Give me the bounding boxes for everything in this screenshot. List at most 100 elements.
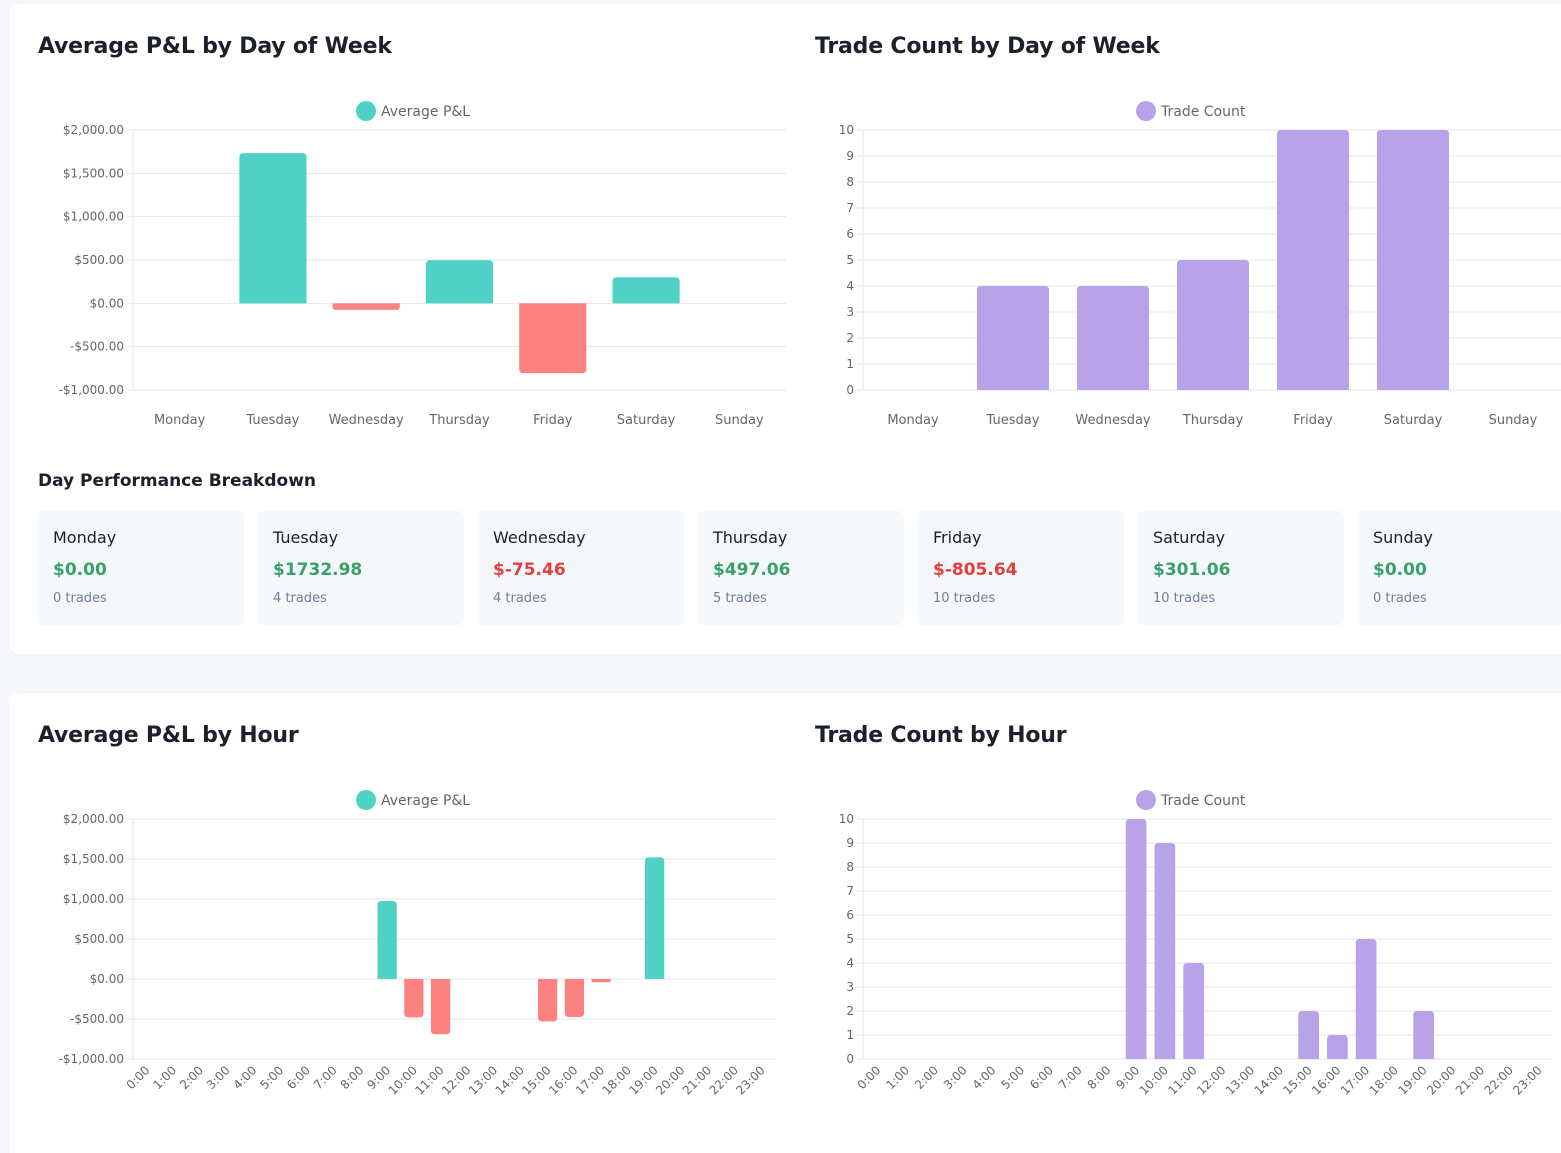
pnl-day-xtick-label: Monday [154,413,206,428]
pnl-day-xtick-label: Saturday [617,413,676,428]
pnl-day-bar-tuesday[interactable] [239,153,307,304]
pnl-day-ytick-label: -$1,000.00 [59,383,124,397]
day-card-pnl: $301.06 [1153,560,1231,580]
pnl-hour-bar-17-00[interactable] [591,979,611,983]
count-day-xtick-label: Friday [1293,413,1333,428]
count-hour-xtick-label: 16:00 [1309,1063,1343,1097]
count-hour-bar-9-00[interactable] [1125,819,1147,1059]
day-card-name: Friday [933,528,982,547]
count-hour-ytick-label: 10 [839,812,854,826]
day-card-monday: Monday $0.00 0 trades [38,511,244,625]
count-hour-xtick-label: 19:00 [1395,1063,1429,1097]
count-day-legend-swatch [1136,101,1156,121]
count-hour-xtick-label: 0:00 [855,1063,884,1092]
day-card-tuesday: Tuesday $1732.98 4 trades [258,511,464,625]
day-card-saturday: Saturday $301.06 10 trades [1138,511,1344,625]
pnl-day-ytick-label: $1,000.00 [63,210,124,224]
day-card-trades: 0 trades [53,591,107,606]
pnl-day-chart: Average P&L -$1,000.00 -$500.00 $0.00 $500.0… [59,101,786,428]
count-hour-bar-19-00[interactable] [1413,1011,1434,1059]
count-hour-ytick-label: 2 [846,1004,854,1018]
count-hour-xtick-label: 1:00 [883,1063,912,1092]
count-day-bar-thursday[interactable] [1177,260,1249,390]
count-day-xtick-label: Wednesday [1075,413,1151,428]
day-card-sunday: Sunday $0.00 0 trades [1358,511,1561,625]
hour-card: Average P&L by Hour Trade Count by Hour … [9,693,1561,1153]
pnl-hour-ytick-label: $1,000.00 [63,892,124,906]
count-hour-xtick-label: 20:00 [1424,1063,1458,1097]
count-day-ytick-label: 8 [846,175,854,189]
pnl-hour-bar-9-00[interactable] [377,901,397,979]
count-day-bar-saturday[interactable] [1377,130,1449,390]
count-day-chart: Trade Count 0 1 2 3 4 5 6 7 8 9 10 Monday Tuesday Wedn… [839,101,1561,428]
count-day-bar-friday[interactable] [1277,130,1349,390]
count-hour-xtick-label: 15:00 [1280,1063,1314,1097]
pnl-hour-bar-11-00[interactable] [430,979,451,1035]
pnl-day-bar-friday[interactable] [519,303,587,374]
count-day-bar-wednesday[interactable] [1077,286,1149,390]
count-hour-bar-10-00[interactable] [1154,843,1176,1059]
count-hour-xtick-label: 10:00 [1137,1063,1171,1097]
day-card-trades: 4 trades [273,591,327,606]
count-day-xtick-label: Thursday [1182,413,1244,428]
day-card-trades: 0 trades [1373,591,1427,606]
count-hour-bar-11-00[interactable] [1183,963,1204,1059]
count-day-legend[interactable]: Trade Count [1136,101,1246,121]
count-day-ytick-label: 3 [846,305,854,319]
pnl-hour-ytick-label: -$1,000.00 [59,1052,124,1066]
pnl-day-xtick-label: Tuesday [245,413,299,428]
pnl-day-legend-label: Average P&L [381,104,470,120]
pnl-hour-bar-19-00[interactable] [644,857,665,979]
count-day-ytick-label: 0 [846,383,854,397]
count-day-title: Trade Count by Day of Week [815,34,1160,59]
count-hour-legend-swatch [1136,790,1156,810]
count-hour-legend[interactable]: Trade Count [1136,790,1246,810]
count-hour-title: Trade Count by Hour [815,723,1067,748]
count-hour-ytick-label: 3 [846,980,854,994]
pnl-day-xtick-label: Thursday [428,413,490,428]
day-card-pnl: $1732.98 [273,560,363,580]
pnl-day-bar-saturday[interactable] [612,277,680,304]
day-card-trades: 10 trades [1153,591,1216,606]
pnl-hour-legend-swatch [356,790,376,810]
count-day-ytick-label: 7 [846,201,854,215]
count-hour-ytick-label: 5 [846,932,854,946]
day-card-thursday: Thursday $497.06 5 trades [698,511,904,625]
count-day-legend-label: Trade Count [1160,104,1246,120]
pnl-hour-bar-15-00[interactable] [537,979,558,1022]
count-hour-bar-16-00[interactable] [1327,1035,1348,1059]
count-day-bar-tuesday[interactable] [977,286,1049,390]
day-card-friday: Friday $-805.64 10 trades [918,511,1124,625]
pnl-day-bar-wednesday[interactable] [332,303,400,310]
day-card-name: Thursday [713,528,788,547]
count-hour-bar-15-00[interactable] [1298,1011,1319,1059]
pnl-hour-bar-16-00[interactable] [564,979,585,1017]
pnl-day-ytick-label: $0.00 [90,296,124,310]
count-day-ytick-label: 5 [846,253,854,267]
count-hour-ytick-label: 4 [846,956,854,970]
count-hour-xtick-label: 22:00 [1482,1063,1516,1097]
count-hour-bar-17-00[interactable] [1355,939,1377,1059]
count-hour-xtick-label: 3:00 [941,1063,970,1092]
pnl-day-ytick-label: $1,500.00 [63,166,124,180]
count-hour-xtick-label: 14:00 [1252,1063,1286,1097]
day-card-name: Saturday [1153,528,1226,547]
pnl-day-title: Average P&L by Day of Week [38,34,392,59]
pnl-day-xtick-label: Sunday [715,413,764,428]
count-hour-xtick-label: 8:00 [1085,1063,1114,1092]
pnl-hour-legend[interactable]: Average P&L [356,790,470,810]
pnl-hour-bar-10-00[interactable] [404,979,424,1018]
day-card-name: Tuesday [273,528,339,547]
count-day-xtick-label: Sunday [1489,413,1538,428]
count-day-ytick-label: 9 [846,149,854,163]
pnl-day-ytick-label: $2,000.00 [63,123,124,137]
count-hour-ytick-label: 1 [846,1028,854,1042]
day-card-trades: 5 trades [713,591,767,606]
day-card-pnl: $-75.46 [493,560,566,580]
count-hour-chart: Trade Count 0 1 2 3 4 5 6 7 8 9 10 0:00 1:00 2:00 3:00 4… [839,790,1553,1098]
pnl-day-bar-thursday[interactable] [425,260,494,304]
day-card-trades: 4 trades [493,591,547,606]
pnl-hour-ytick-label: -$500.00 [70,1012,124,1026]
count-day-xtick-label: Saturday [1384,413,1443,428]
pnl-day-legend[interactable]: Average P&L [356,101,470,121]
